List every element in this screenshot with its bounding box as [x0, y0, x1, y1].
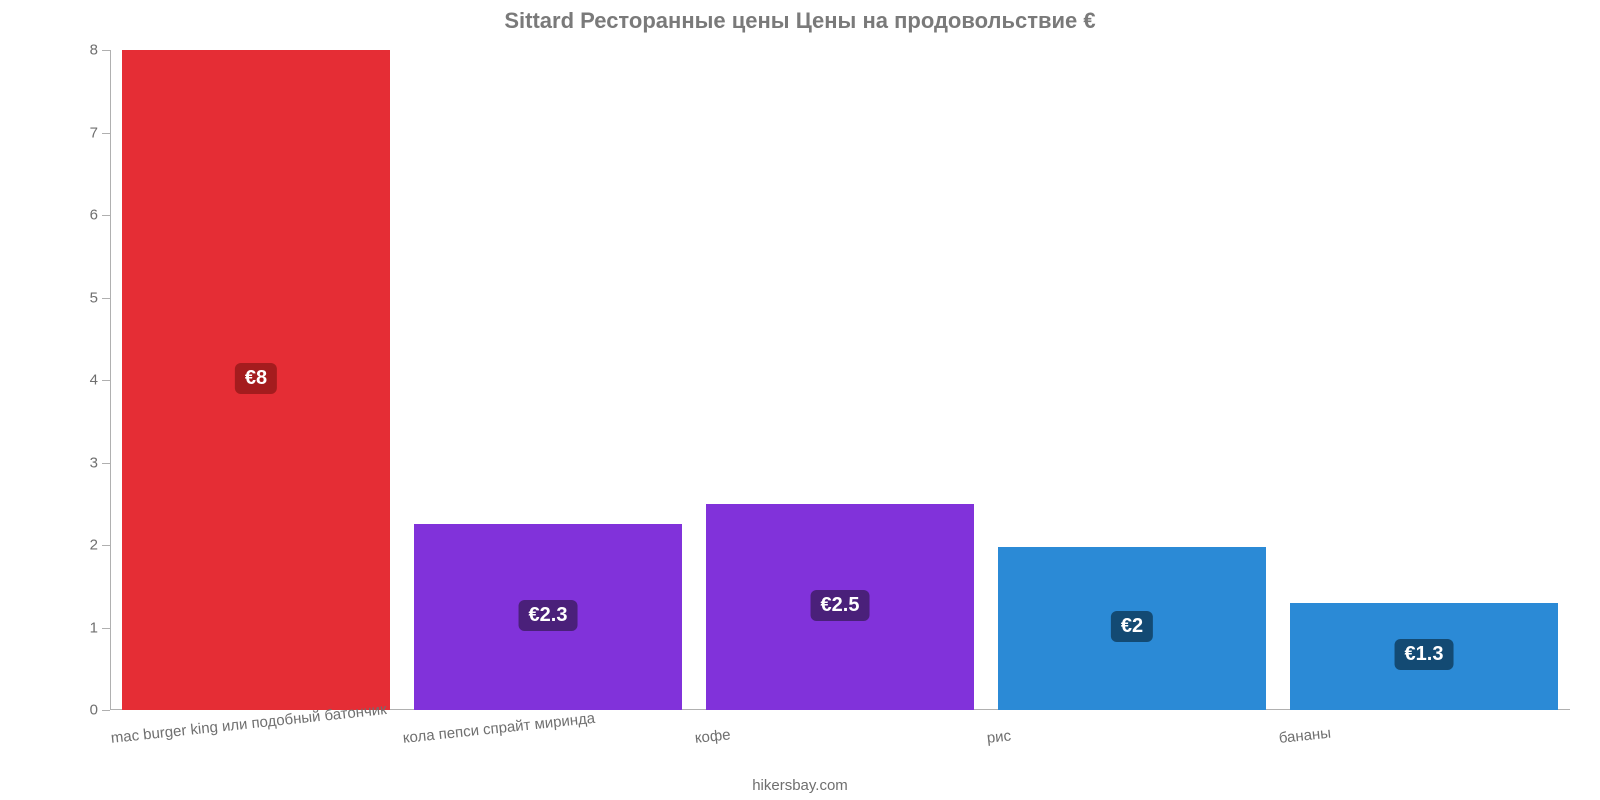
- credit-text: hikersbay.com: [0, 777, 1600, 794]
- category-label: кола пепси спрайт миринда: [402, 710, 596, 747]
- category-label: кофе: [694, 726, 731, 747]
- y-axis-line: [110, 50, 111, 710]
- bar: €2.5: [706, 504, 975, 710]
- bar: €2.3: [414, 524, 683, 710]
- bar-value-label: €8: [235, 363, 277, 394]
- bar-value-label: €1.3: [1395, 639, 1454, 670]
- price-bar-chart: Sittard Ресторанные цены Цены на продово…: [0, 0, 1600, 800]
- y-tick-label: 7: [90, 124, 110, 141]
- y-tick-label: 2: [90, 537, 110, 554]
- bar-value-label: €2.5: [811, 590, 870, 621]
- bar: €1.3: [1290, 603, 1559, 710]
- plot-area: 012345678€8mac burger king или подобный …: [110, 50, 1570, 710]
- y-tick-label: 1: [90, 619, 110, 636]
- y-tick-label: 3: [90, 454, 110, 471]
- y-tick-label: 6: [90, 207, 110, 224]
- y-tick-label: 5: [90, 289, 110, 306]
- y-tick-label: 0: [90, 702, 110, 719]
- bar: €8: [122, 50, 391, 710]
- chart-title: Sittard Ресторанные цены Цены на продово…: [0, 8, 1600, 34]
- category-label: бананы: [1278, 725, 1332, 747]
- y-tick-label: 8: [90, 42, 110, 59]
- bar-value-label: €2: [1111, 611, 1153, 642]
- bar: €2: [998, 547, 1267, 710]
- y-tick-label: 4: [90, 372, 110, 389]
- category-label: рис: [986, 727, 1012, 746]
- bar-value-label: €2.3: [519, 600, 578, 631]
